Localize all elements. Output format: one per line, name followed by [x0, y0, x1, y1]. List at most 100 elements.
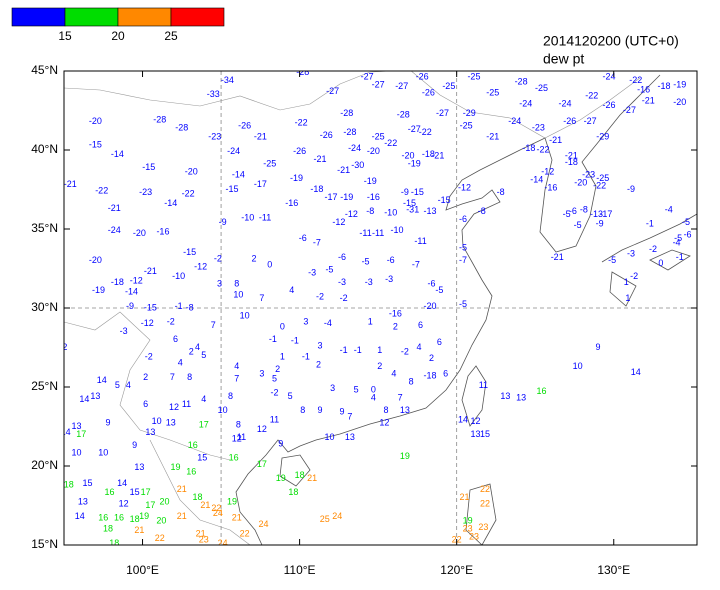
station-value: -10: [241, 212, 254, 222]
y-tick-label: 35°N: [31, 221, 58, 235]
station-value: -10: [172, 271, 185, 281]
x-tick-label: 120°E: [440, 563, 473, 577]
station-value: -21: [642, 95, 655, 105]
station-value: 2: [429, 353, 434, 363]
station-value: 0: [371, 385, 376, 395]
station-value: -12: [541, 166, 554, 176]
station-value: 15: [197, 452, 207, 462]
station-value: -27: [623, 105, 636, 115]
station-value: -28: [397, 110, 410, 120]
station-value: -20: [401, 151, 414, 161]
station-value: -17: [325, 192, 338, 202]
station-value: 16: [98, 513, 108, 523]
station-value: -26: [293, 146, 306, 156]
station-value: -27: [436, 108, 449, 118]
station-value: 10: [240, 310, 250, 320]
station-value: -6: [459, 214, 467, 224]
station-value: -25: [263, 159, 276, 169]
station-value: 9: [105, 418, 110, 428]
station-value: -5: [563, 209, 571, 219]
border: [149, 439, 251, 545]
station-value: -18: [522, 143, 535, 153]
station-value: -8: [478, 206, 486, 216]
station-value: 7: [234, 373, 239, 383]
station-value: -23: [208, 132, 221, 142]
station-value: -15: [142, 162, 155, 172]
station-value: 24: [218, 538, 228, 548]
station-value: 18: [103, 524, 113, 534]
station-value: -22: [419, 127, 432, 137]
station-value: 4: [234, 361, 239, 371]
station-value: -4: [324, 318, 332, 328]
station-value: 14: [631, 367, 641, 377]
station-value: 13: [166, 418, 176, 428]
station-value: -1: [269, 334, 277, 344]
station-value: 19: [171, 462, 181, 472]
station-value: 16: [536, 386, 546, 396]
station-value: 24: [258, 519, 268, 529]
station-value: -29: [596, 132, 609, 142]
station-value: 7: [347, 411, 352, 421]
station-value: -10: [384, 208, 397, 218]
station-value: 8: [300, 405, 305, 415]
station-value: 9: [596, 342, 601, 352]
station-value: 16: [229, 452, 239, 462]
station-value: 12: [57, 342, 67, 352]
station-value: 7: [259, 293, 264, 303]
station-value: -17: [599, 209, 612, 219]
station-value: 11: [237, 432, 246, 442]
station-value: -11: [414, 236, 426, 246]
station-value: -21: [254, 132, 267, 142]
station-value: -27: [326, 86, 339, 96]
axes: 100°E 110°E 120°E 130°E 15°N 20°N 25°N 30°N 35°N…: [31, 63, 697, 577]
station-value: -1: [354, 345, 362, 355]
station-value: -33: [207, 89, 220, 99]
station-value: 4: [371, 392, 376, 402]
station-value: -15: [183, 247, 196, 257]
station-value: 10: [218, 405, 228, 415]
station-value: -14: [530, 174, 543, 184]
station-value: -14: [232, 170, 245, 180]
station-value: 13: [345, 432, 355, 442]
station-value: -5: [682, 217, 690, 227]
station-value: -5: [459, 242, 467, 252]
station-value: -34: [221, 75, 234, 85]
station-value: -3: [308, 268, 316, 278]
station-value: 22: [240, 528, 250, 538]
coastline: [279, 454, 311, 487]
station-value: 9: [132, 440, 137, 450]
station-value: -6: [569, 206, 577, 216]
station-value: -21: [64, 179, 77, 189]
station-value: 14: [117, 478, 127, 488]
station-value: 13: [78, 497, 88, 507]
station-value: -11: [372, 228, 384, 238]
station-value: -22: [384, 138, 397, 148]
x-tick-label: 110°E: [284, 563, 316, 577]
station-value: 20: [156, 516, 166, 526]
station-value: -15: [144, 302, 157, 312]
station-value: -24: [34, 258, 47, 268]
colorbar-box: [170, 7, 225, 27]
station-value: -5: [325, 264, 333, 274]
station-value: 13: [134, 462, 144, 472]
station-value: -19: [673, 80, 686, 90]
station-value: -22: [295, 118, 308, 128]
station-value: 0: [658, 258, 663, 268]
station-value: 18: [193, 492, 203, 502]
station-value: -12: [130, 276, 143, 286]
station-value: -26: [416, 72, 429, 82]
station-value: -28: [296, 67, 309, 77]
station-value: 4: [201, 394, 206, 404]
station-value: 10: [573, 361, 583, 371]
station-value: 10: [98, 448, 108, 458]
station-value: 8: [409, 377, 414, 387]
station-value: -12: [141, 318, 154, 328]
station-value: 19: [227, 497, 237, 507]
station-value: -25: [460, 121, 473, 131]
station-value: -3: [120, 326, 128, 336]
station-value: 1: [368, 317, 373, 327]
station-value: 22: [480, 498, 490, 508]
station-value: 12: [257, 424, 267, 434]
station-value: -12: [458, 182, 471, 192]
